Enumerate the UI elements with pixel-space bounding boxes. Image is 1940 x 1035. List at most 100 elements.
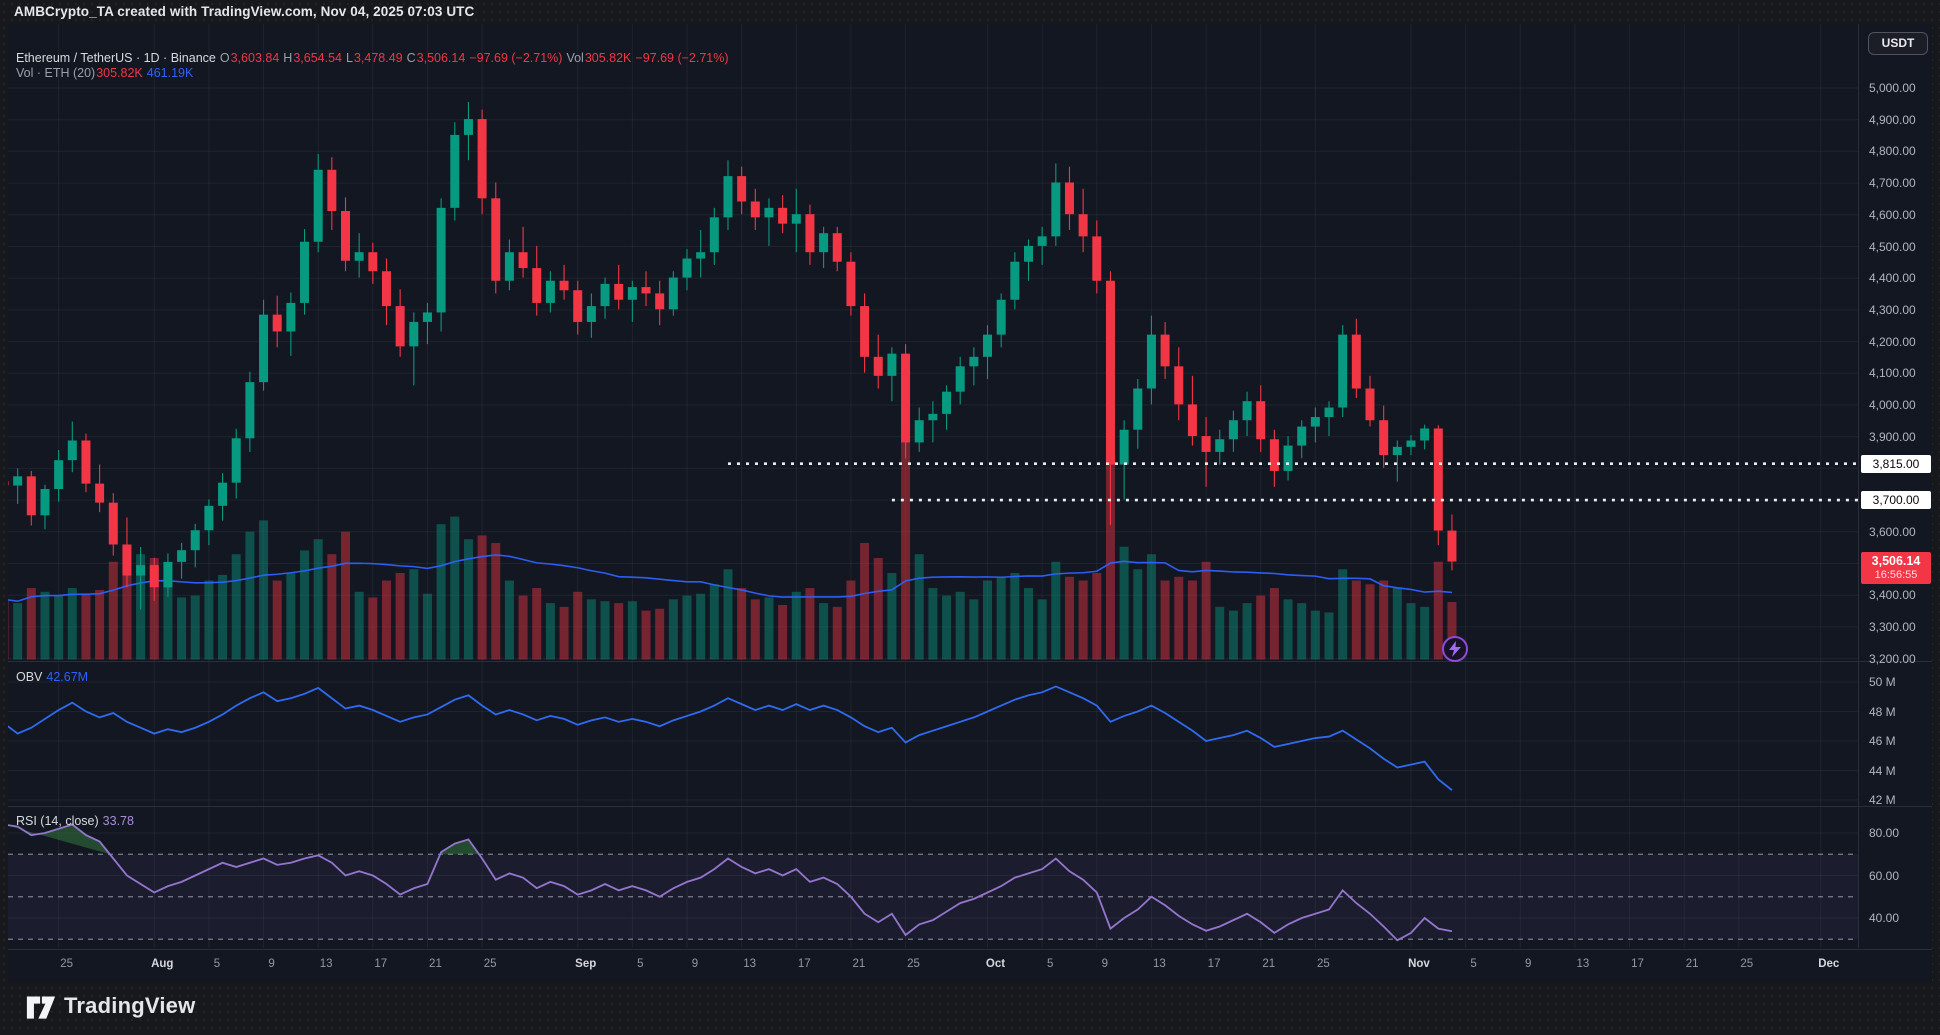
candle-body xyxy=(1037,236,1047,246)
candle-body xyxy=(832,233,842,262)
candle-body xyxy=(778,207,788,224)
volume-bar xyxy=(614,603,624,660)
candle-body xyxy=(1338,334,1348,408)
lightning-bolt-sticker[interactable] xyxy=(1442,636,1468,662)
volume-bar xyxy=(1283,599,1293,660)
symbol-legend-segment: Ethereum / TetherUS · 1D · Binance xyxy=(16,51,216,65)
volume-bar xyxy=(1392,588,1402,660)
candle-body xyxy=(559,280,569,291)
candle-body xyxy=(1297,426,1307,446)
volume-bar xyxy=(1092,573,1102,660)
volume-legend-segment: Vol · ETH (20) xyxy=(16,66,96,80)
time-axis-day-label: 21 xyxy=(1262,957,1276,970)
currency-toggle-button[interactable]: USDT xyxy=(1868,32,1928,55)
rsi-band-fill xyxy=(8,853,1858,940)
volume-bar xyxy=(1187,580,1197,660)
volume-bars xyxy=(8,424,1457,660)
symbol-legend: Ethereum / TetherUS · 1D · Binance O3,603… xyxy=(16,51,733,65)
volume-bar xyxy=(928,588,938,660)
candle-body xyxy=(887,353,897,376)
volume-bar xyxy=(8,599,9,660)
time-axis-day-label: 9 xyxy=(268,957,275,970)
volume-bar xyxy=(1119,546,1129,660)
chart-plot xyxy=(8,24,1932,948)
lightning-icon xyxy=(1449,641,1461,657)
volume-bar xyxy=(354,591,364,660)
rsi-axis-label: 80.00 xyxy=(1869,826,1900,840)
candle-body xyxy=(1119,429,1129,465)
volume-bar xyxy=(1024,588,1033,660)
price-axis-label: 3,200.00 xyxy=(1869,651,1916,666)
symbol-legend-segment: C xyxy=(406,51,416,65)
candle-body xyxy=(860,306,870,357)
volume-legend: Vol · ETH (20)305.82K 461.19K xyxy=(16,66,197,80)
volume-bar xyxy=(1242,603,1252,660)
volume-bar xyxy=(463,539,473,660)
volume-bar xyxy=(969,599,979,660)
time-axis-day-label: 13 xyxy=(1153,957,1166,970)
candle-body xyxy=(13,476,23,486)
candle-body xyxy=(873,356,883,376)
symbol-legend-segment: −97.69 (−2.71%) xyxy=(469,51,563,65)
symbol-legend-segment: O xyxy=(219,51,230,65)
price-axis-label: 3,900.00 xyxy=(1869,429,1916,444)
obv-axis-label: 42 M xyxy=(1869,793,1896,807)
candle-body xyxy=(914,420,924,443)
time-axis-day-label: 17 xyxy=(374,957,388,970)
price-axis-label: 4,300.00 xyxy=(1869,302,1916,317)
volume-bar xyxy=(81,593,91,660)
volume-legend-segment: 461.19K xyxy=(146,66,194,80)
obv-axis-label: 48 M xyxy=(1869,704,1896,719)
candle-body xyxy=(1146,334,1156,389)
obv-line xyxy=(8,685,1453,791)
candle-body xyxy=(491,198,501,281)
volume-bar xyxy=(26,588,36,660)
time-axis[interactable]: 25 Aug 5 9 13 17 21 25 Sep 5 9 13 17 21 25 Oct 5 9 13 17 21 2… xyxy=(8,948,1932,982)
volume-bar xyxy=(655,608,665,660)
candle-body xyxy=(573,290,583,322)
time-axis-day-label: 5 xyxy=(213,957,221,970)
obv-axis-label: 50 M xyxy=(1869,675,1896,689)
candle-body xyxy=(450,134,460,208)
candle-body xyxy=(136,565,146,576)
tradingview-wordmark[interactable]: TradingView xyxy=(64,993,196,1018)
volume-bar xyxy=(1010,573,1020,660)
last-price-tag: 3,506.14 16:56:55 xyxy=(1861,551,1931,584)
candle-body xyxy=(40,489,50,516)
volume-bar xyxy=(1433,561,1443,660)
volume-bar xyxy=(395,573,405,660)
candle-body xyxy=(955,366,965,392)
symbol-legend-segment: 3,506.14 xyxy=(416,51,466,65)
price-level-tag: 3,700.00 xyxy=(1861,491,1931,510)
candle-body xyxy=(368,252,378,272)
candle-body xyxy=(586,306,596,322)
price-level-dotted-lines xyxy=(727,462,1858,502)
tradingview-logo-icon[interactable] xyxy=(26,994,56,1022)
volume-bar xyxy=(1105,443,1115,660)
candle-body xyxy=(901,353,911,443)
time-axis-day-label: 21 xyxy=(852,957,866,970)
volume-bar xyxy=(750,599,760,660)
time-axis-day-label: 25 xyxy=(1740,957,1754,970)
candle-body xyxy=(1406,440,1416,447)
price-axis-label: 4,900.00 xyxy=(1869,112,1916,127)
candle-body xyxy=(8,481,9,486)
candle-body xyxy=(846,261,856,307)
volume-bar xyxy=(532,588,542,660)
volume-bar xyxy=(873,557,883,660)
time-axis-day-label: 25 xyxy=(60,957,74,970)
candle-body xyxy=(996,299,1006,335)
candle-body xyxy=(709,217,719,253)
candle-body xyxy=(218,482,228,506)
volume-bar xyxy=(887,573,897,660)
candle-body xyxy=(1092,236,1102,281)
volume-bar xyxy=(518,595,528,660)
volume-bar xyxy=(1160,580,1170,660)
candle-body xyxy=(614,283,624,300)
candle-body xyxy=(149,565,159,588)
price-axis-label: 5,000.00 xyxy=(1869,81,1916,95)
candle-body xyxy=(1064,182,1074,215)
price-axis[interactable]: 5,000.00 4,900.00 4,800.00 4,700.00 4,600.00… xyxy=(1858,24,1932,948)
volume-bar xyxy=(559,606,569,660)
obv-legend-segment: OBV xyxy=(16,670,43,684)
